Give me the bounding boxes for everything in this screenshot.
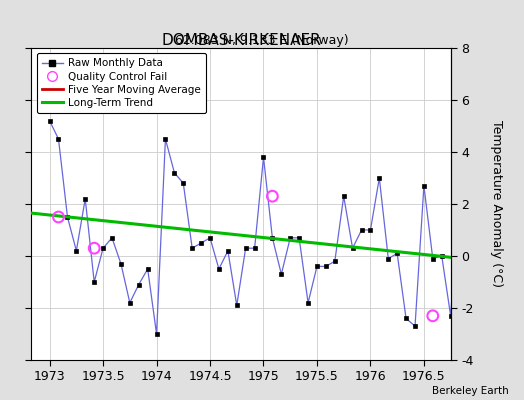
Text: 62.083 N, 9.133 E (Norway): 62.083 N, 9.133 E (Norway): [175, 34, 349, 47]
Title: DOMBAS-KIRKENAER: DOMBAS-KIRKENAER: [161, 33, 321, 48]
Y-axis label: Temperature Anomaly (°C): Temperature Anomaly (°C): [490, 120, 503, 288]
Legend: Raw Monthly Data, Quality Control Fail, Five Year Moving Average, Long-Term Tren: Raw Monthly Data, Quality Control Fail, …: [37, 53, 206, 113]
Point: [90, 245, 99, 251]
Point: [54, 214, 63, 220]
Point: [268, 193, 277, 199]
Point: [429, 313, 437, 319]
Text: Berkeley Earth: Berkeley Earth: [432, 386, 508, 396]
